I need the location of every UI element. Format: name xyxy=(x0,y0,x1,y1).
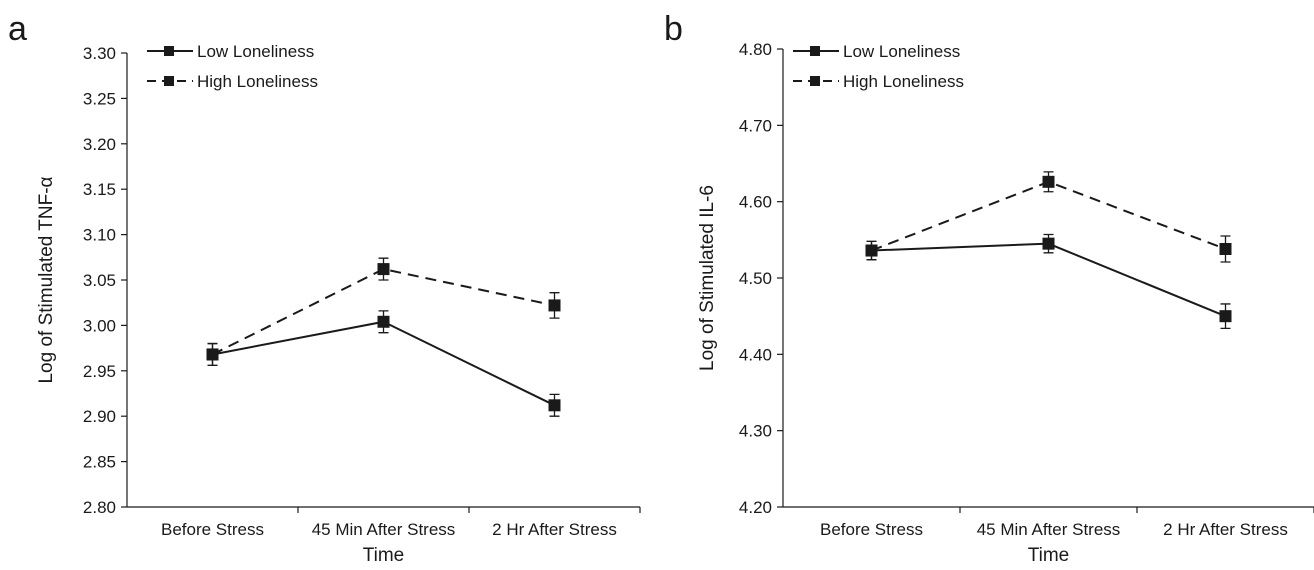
legend-label: High Loneliness xyxy=(843,72,964,91)
y-tick-label: 4.30 xyxy=(739,422,772,441)
data-point xyxy=(1219,310,1232,323)
panel-label: a xyxy=(8,10,27,48)
y-axis-title: Log of Stimulated IL-6 xyxy=(697,185,718,371)
legend-swatch-marker xyxy=(810,76,820,86)
x-tick-label: 45 Min After Stress xyxy=(977,520,1121,539)
y-tick-label: 4.40 xyxy=(739,345,772,364)
y-tick-label: 3.20 xyxy=(83,135,116,154)
y-tick-label: 3.05 xyxy=(83,271,116,290)
chart-panel-b: b 4.20 4.30 4.40 4.50 4.60 4.70 4.80 Before Stre… xyxy=(664,10,1314,566)
legend-label: Low Loneliness xyxy=(843,42,960,61)
series-line-low-loneliness xyxy=(871,242,1226,318)
x-tick-label: 2 Hr After Stress xyxy=(492,520,617,539)
y-tick-label: 4.50 xyxy=(739,269,772,288)
x-tick-label: Before Stress xyxy=(161,520,264,539)
legend-label: Low Loneliness xyxy=(197,42,314,61)
y-tick-label: 2.85 xyxy=(83,453,116,472)
y-tick-label: 4.60 xyxy=(739,193,772,212)
y-tick-label: 2.95 xyxy=(83,362,116,381)
x-tick-label: Before Stress xyxy=(820,520,923,539)
data-point xyxy=(865,244,878,257)
y-tick-label: 4.70 xyxy=(739,116,772,135)
x-axis-title: Time xyxy=(1028,545,1070,566)
y-tick-label: 3.30 xyxy=(83,44,116,63)
y-tick-label: 3.15 xyxy=(83,180,116,199)
data-point xyxy=(1042,175,1055,188)
data-point xyxy=(377,263,390,276)
legend-swatch-marker xyxy=(164,46,174,56)
x-axis-title: Time xyxy=(363,545,405,566)
y-tick-label: 3.25 xyxy=(83,89,116,108)
y-tick-label: 3.00 xyxy=(83,316,116,335)
legend-swatch-marker xyxy=(164,76,174,86)
x-tick-label: 45 Min After Stress xyxy=(312,520,456,539)
y-axis-title: Log of Stimulated TNF-α xyxy=(36,176,57,383)
data-point xyxy=(377,315,390,328)
y-tick-label: 2.90 xyxy=(83,407,116,426)
series-line-high-loneliness xyxy=(212,268,555,356)
data-point xyxy=(1042,237,1055,250)
chart-panel-a: a 2.80 2.85 2.90 2.95 3.00 3.05 3.10 3.15 3.20 3.2… xyxy=(8,10,641,566)
data-point xyxy=(548,299,561,312)
x-tick-label: 2 Hr After Stress xyxy=(1163,520,1288,539)
series-line-low-loneliness xyxy=(212,320,555,407)
y-tick-label: 2.80 xyxy=(83,498,116,517)
y-tick-label: 4.20 xyxy=(739,498,772,517)
data-point xyxy=(1219,242,1232,255)
y-tick-label: 3.10 xyxy=(83,226,116,245)
legend-label: High Loneliness xyxy=(197,72,318,91)
data-point xyxy=(548,399,561,412)
legend-swatch-marker xyxy=(810,46,820,56)
panel-label: b xyxy=(664,10,683,48)
y-tick-label: 4.80 xyxy=(739,40,772,59)
data-point xyxy=(206,348,219,361)
